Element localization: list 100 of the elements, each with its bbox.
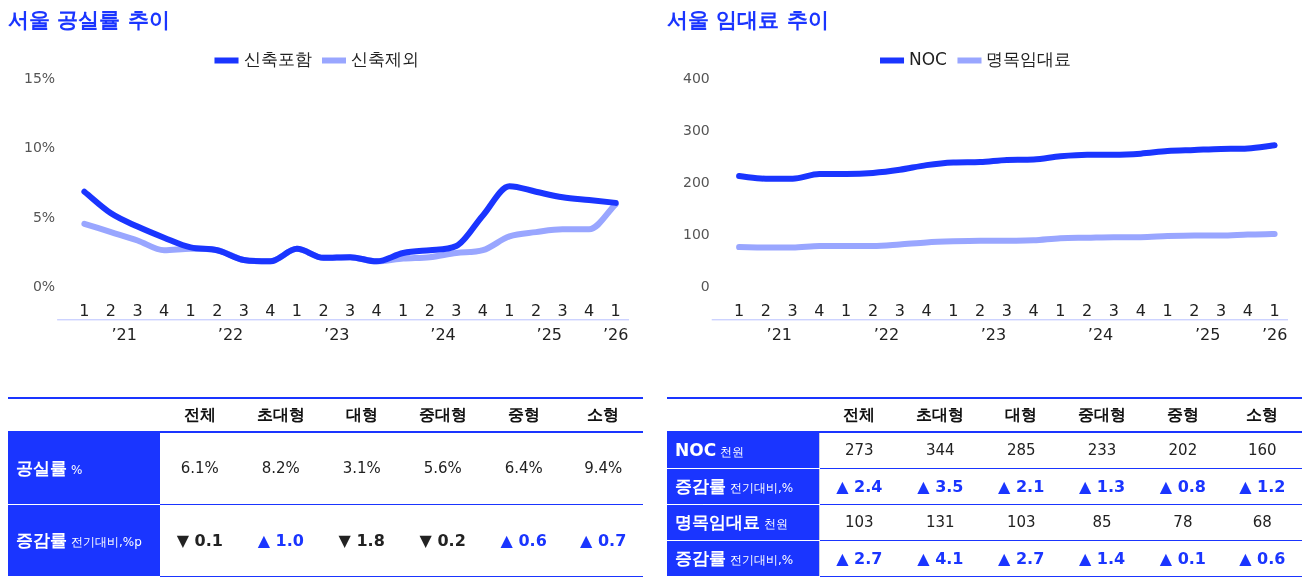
category-label: 초대형: [899, 398, 982, 432]
category-label: 대형: [981, 398, 1061, 432]
text: ▼ 0.1: [176, 530, 223, 550]
x-tick-label: 1: [504, 300, 515, 320]
x-tick-label: 1: [1162, 300, 1173, 320]
x-tick-label: 1: [1055, 300, 1066, 320]
x-tick-label: 2: [530, 300, 542, 320]
category-label: 소형: [1222, 398, 1302, 432]
category-label: 중대형: [401, 398, 484, 432]
legend-label: 신축제외: [351, 48, 419, 69]
x-tick-label: 4: [1028, 300, 1039, 320]
x-tick-label: 1: [185, 300, 196, 320]
y-tick-label: 300: [682, 121, 710, 138]
text: 285: [1006, 441, 1036, 460]
x-tick-label: 1: [734, 300, 745, 320]
x-tick-label: 2: [760, 300, 771, 320]
text: ’21: [766, 324, 792, 344]
text: ▲ 2.4: [836, 476, 883, 496]
text: 3.1%: [342, 459, 381, 478]
legend-label: 명목임대료: [986, 48, 1072, 69]
category-label: 증감률 전기대비,%: [675, 547, 794, 568]
category-label: 소형: [563, 398, 643, 432]
text: ’24: [1087, 324, 1114, 344]
text: 202: [1168, 441, 1198, 460]
text: 68: [1252, 513, 1272, 531]
text: 9.4%: [584, 459, 623, 478]
x-tick-label: 4: [814, 300, 825, 320]
x-tick-label: 4: [1242, 300, 1253, 320]
text: ▲ 1.2: [1239, 476, 1286, 496]
x-tick-label: 1: [79, 300, 90, 320]
text: ▲ 2.7: [998, 548, 1045, 568]
x-tick-label: 3: [344, 300, 356, 320]
text: ▲ 0.1: [1159, 548, 1206, 568]
text: ’23: [980, 324, 1007, 344]
text: ▲ 0.6: [500, 530, 547, 550]
text: ▲ 1.3: [1078, 476, 1126, 496]
y-tick-label: 400: [682, 69, 710, 86]
text: ’22: [873, 324, 900, 344]
x-tick-label: 2: [105, 300, 117, 320]
category-label: 초대형: [239, 398, 322, 432]
category-label: 전체: [160, 398, 240, 432]
x-tick-label: 1: [948, 300, 959, 320]
x-tick-label: 2: [867, 300, 879, 320]
x-tick-label: 1: [610, 300, 621, 320]
text: ▲ 0.8: [1159, 476, 1206, 496]
x-tick-label: 1: [841, 300, 852, 320]
text: ’24: [430, 324, 456, 344]
category-label: 중대형: [1060, 398, 1144, 432]
category-label: 증감률 전기대비,%: [675, 475, 794, 496]
x-tick-label: 3: [894, 300, 905, 320]
category-label: NOC 천원: [675, 439, 745, 460]
y-tick-label: 10%: [23, 139, 56, 156]
x-tick-label: 2: [974, 300, 986, 320]
chart-title: 서울 공실률 추이: [8, 8, 171, 34]
x-tick-label: 4: [371, 300, 382, 320]
x-tick-label: 3: [557, 300, 568, 320]
x-tick-label: 3: [1215, 300, 1227, 320]
category-label: 대형: [321, 398, 402, 432]
text: ’26: [602, 324, 629, 344]
text: ’25: [1194, 324, 1221, 344]
text: ’21: [111, 324, 137, 344]
x-tick-label: 3: [1001, 300, 1012, 320]
x-tick-label: 4: [1135, 300, 1146, 320]
text: ▲ 2.1: [998, 476, 1045, 496]
text: ’23: [324, 324, 350, 344]
y-tick-label: 0%: [32, 278, 56, 295]
text: ▼ 1.8: [338, 530, 385, 550]
legend-label: 신축포함: [243, 48, 312, 69]
text: 344: [926, 441, 955, 460]
y-tick-label: 100: [682, 226, 710, 243]
x-tick-label: 4: [477, 300, 488, 320]
text: 8.2%: [261, 459, 300, 478]
text: ▲ 2.7: [836, 548, 883, 568]
text: ▼ 0.2: [419, 530, 466, 550]
text: 131: [926, 513, 955, 531]
text: ▲ 0.7: [580, 530, 627, 550]
category-label: 전체: [819, 398, 900, 432]
text: 5.6%: [423, 459, 462, 478]
x-tick-label: 4: [584, 300, 595, 320]
text: ’25: [536, 324, 563, 344]
text: ▲ 4.1: [917, 548, 964, 568]
text: 6.4%: [504, 459, 543, 478]
x-tick-label: 1: [291, 300, 303, 320]
text: ’26: [1261, 324, 1288, 344]
text: ▲ 3.5: [917, 476, 964, 496]
y-tick-label: 200: [682, 174, 710, 191]
text: 160: [1247, 441, 1277, 460]
chart-title: 서울 임대료 추이: [667, 8, 830, 34]
text: ▲ 1.0: [257, 530, 304, 550]
y-tick-label: 5%: [32, 208, 56, 225]
text: ▲ 1.4: [1078, 548, 1126, 568]
x-tick-label: 3: [787, 300, 798, 320]
text: 85: [1092, 513, 1112, 531]
category-label: 명목임대료 천원: [675, 511, 788, 532]
legend-label: NOC: [909, 48, 947, 69]
x-tick-label: 3: [451, 300, 462, 320]
category-label: 중형: [1143, 398, 1223, 432]
text: ▲ 0.6: [1239, 548, 1286, 568]
x-tick-label: 2: [318, 300, 329, 320]
text: 6.1%: [180, 459, 219, 478]
